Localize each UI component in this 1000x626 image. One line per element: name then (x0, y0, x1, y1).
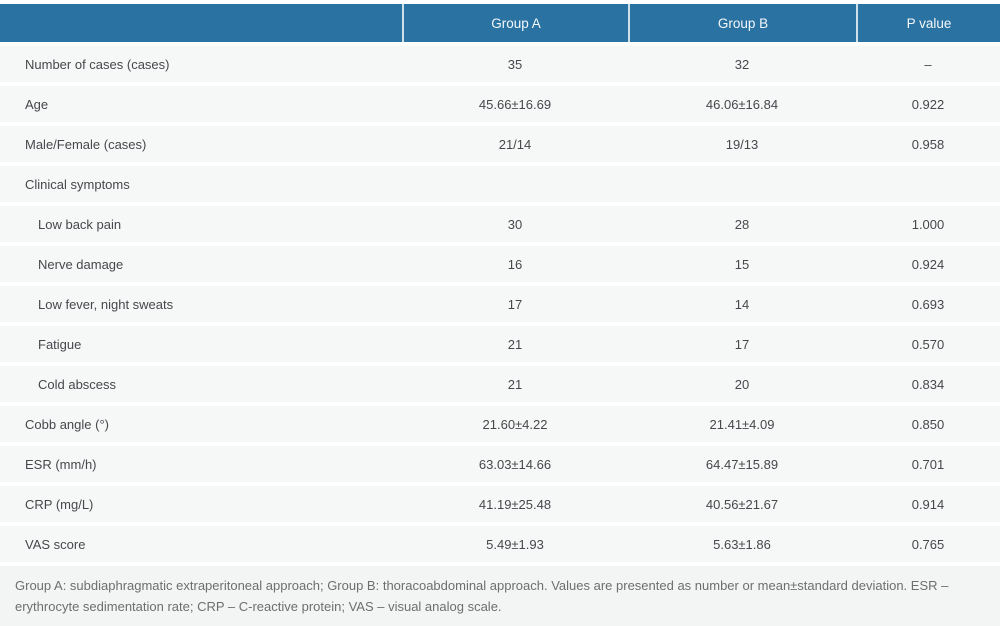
cell-group-b: 19/13 (725, 136, 759, 152)
cell-p-value: 0.765 (911, 536, 945, 552)
cell-group-b: 46.06±16.84 (705, 96, 779, 112)
cell-p-value: 0.922 (911, 96, 945, 112)
cell-label: Nerve damage (38, 256, 124, 272)
cell-p-value: 0.834 (911, 376, 945, 392)
table-footnote: Group A: subdiaphragmatic extraperitonea… (0, 566, 1000, 626)
cell-p-value: – (924, 56, 932, 72)
table-header-row: Group A Group B P value (0, 4, 1000, 42)
cell-label: Age (25, 96, 49, 112)
cell-p-value: 0.914 (911, 496, 945, 512)
cell-group-b: 15 (734, 256, 750, 272)
cell-label: CRP (mg/L) (25, 496, 94, 512)
cell-group-a: 30 (507, 216, 523, 232)
table-row: VAS score 5.49±1.93 5.63±1.86 0.765 (0, 526, 1000, 562)
cell-p-value: 0.924 (911, 256, 945, 272)
table-row: Male/Female (cases) 21/14 19/13 0.958 (0, 126, 1000, 162)
cell-group-b: 32 (734, 56, 750, 72)
cell-label: Male/Female (cases) (25, 136, 147, 152)
cell-label: Cobb angle (°) (25, 416, 109, 432)
cell-p-value: 0.701 (911, 456, 945, 472)
cell-group-a: 41.19±25.48 (478, 496, 552, 512)
table-row: Nerve damage 16 15 0.924 (0, 246, 1000, 282)
cell-label: Low fever, night sweats (38, 296, 174, 312)
cell-label: VAS score (25, 536, 86, 552)
table-row: Clinical symptoms (0, 166, 1000, 202)
cell-label: ESR (mm/h) (25, 456, 97, 472)
table-row: Low fever, night sweats 17 14 0.693 (0, 286, 1000, 322)
cell-p-value: 0.850 (911, 416, 945, 432)
cell-group-b: 5.63±1.86 (713, 536, 771, 552)
table-row: Cobb angle (°) 21.60±4.22 21.41±4.09 0.850 (0, 406, 1000, 442)
column-header-group-b: Group B (628, 4, 856, 42)
cell-group-b: 64.47±15.89 (705, 456, 779, 472)
cell-group-a: 21 (507, 336, 523, 352)
cell-label: Cold abscess (38, 376, 117, 392)
cell-p-value: 0.958 (911, 136, 945, 152)
table-row: CRP (mg/L) 41.19±25.48 40.56±21.67 0.914 (0, 486, 1000, 522)
table-row: Fatigue 21 17 0.570 (0, 326, 1000, 362)
column-header-p-value: P value (856, 4, 1000, 42)
cell-label: Number of cases (cases) (25, 56, 170, 72)
cell-group-b: 21.41±4.09 (709, 416, 775, 432)
cell-label: Clinical symptoms (25, 176, 130, 192)
cell-group-b: 17 (734, 336, 750, 352)
table-row: Low back pain 30 28 1.000 (0, 206, 1000, 242)
table-body: Number of cases (cases) 35 32 – Age 45.66±16.… (0, 46, 1000, 562)
column-header-group-a: Group A (402, 4, 628, 42)
cell-label: Fatigue (38, 336, 82, 352)
table-row: Age 45.66±16.69 46.06±16.84 0.922 (0, 86, 1000, 122)
cell-group-a: 21/14 (498, 136, 532, 152)
cell-group-b: 28 (734, 216, 750, 232)
table-row: Cold abscess 21 20 0.834 (0, 366, 1000, 402)
cell-group-b: 40.56±21.67 (705, 496, 779, 512)
cell-group-b: 20 (734, 376, 750, 392)
cell-p-value: 1.000 (911, 216, 945, 232)
cell-group-a: 5.49±1.93 (486, 536, 544, 552)
cell-p-value: 0.570 (911, 336, 945, 352)
cell-group-a: 45.66±16.69 (478, 96, 552, 112)
cell-group-a: 17 (507, 296, 523, 312)
cell-group-a: 63.03±14.66 (478, 456, 552, 472)
cell-group-b: 14 (734, 296, 750, 312)
table-row: ESR (mm/h) 63.03±14.66 64.47±15.89 0.701 (0, 446, 1000, 482)
table-row: Number of cases (cases) 35 32 – (0, 46, 1000, 82)
cell-label: Low back pain (38, 216, 122, 232)
cell-group-a: 21 (507, 376, 523, 392)
column-header-empty (0, 4, 402, 42)
cell-p-value: 0.693 (911, 296, 945, 312)
cell-group-a: 35 (507, 56, 523, 72)
cell-group-a: 16 (507, 256, 523, 272)
cell-group-a: 21.60±4.22 (482, 416, 548, 432)
